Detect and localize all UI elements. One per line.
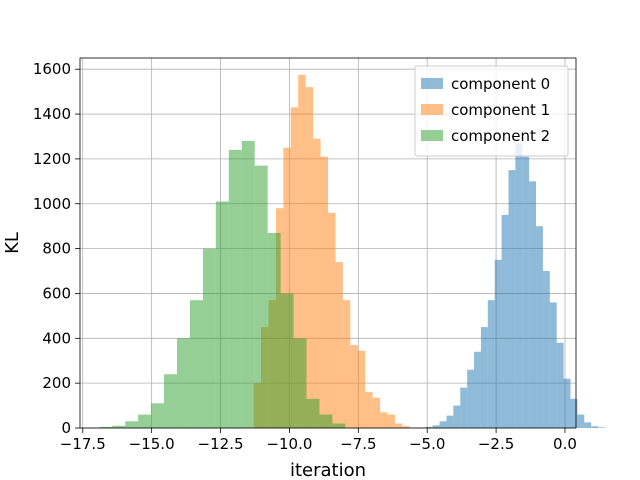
y-tick-label: 200 xyxy=(42,374,71,392)
histogram-bar xyxy=(549,302,557,428)
histogram-bar xyxy=(283,147,291,429)
histogram-bar xyxy=(480,327,488,428)
histogram-bar xyxy=(215,201,229,428)
histogram-bar xyxy=(515,143,523,428)
histogram-bar xyxy=(267,232,281,428)
histogram-bar xyxy=(467,369,475,428)
x-tick-label: −10.0 xyxy=(266,435,312,453)
histogram-bar xyxy=(425,426,433,428)
histogram-bar xyxy=(387,414,395,428)
histogram-bar xyxy=(474,351,481,428)
histogram-bar xyxy=(577,414,585,428)
plot-frame xyxy=(79,57,577,429)
histogram-bar xyxy=(522,156,530,428)
histogram-bar xyxy=(460,387,468,428)
histogram-bars xyxy=(99,74,605,429)
histogram-bar xyxy=(313,138,321,428)
y-tick-label: 400 xyxy=(42,329,71,347)
histogram-bar xyxy=(453,405,461,428)
histogram-bar xyxy=(332,423,346,428)
histogram-bar xyxy=(328,212,336,428)
histogram-bar xyxy=(584,422,592,428)
legend: component 0 component 1 component 2 xyxy=(414,65,569,157)
histogram-bar xyxy=(394,423,403,428)
histogram-bar xyxy=(380,412,388,428)
y-tick-label: 1400 xyxy=(33,105,71,123)
legend-swatch xyxy=(421,130,443,141)
histogram-bar xyxy=(487,300,495,428)
y-tick-label: 600 xyxy=(42,284,71,302)
histogram-bar xyxy=(365,392,373,428)
histogram-bar xyxy=(254,165,268,429)
histogram-bar xyxy=(542,271,550,428)
histogram-bar xyxy=(306,398,320,428)
histogram-bar xyxy=(494,259,502,428)
histogram-bar xyxy=(305,87,314,428)
histogram-bar xyxy=(402,426,410,428)
y-tick-label: 0 xyxy=(61,419,71,437)
y-tick-label: 1000 xyxy=(33,195,71,213)
y-tick-label: 800 xyxy=(42,240,71,258)
legend-swatch xyxy=(421,78,443,89)
series-0-bars xyxy=(418,143,605,428)
histogram-bar xyxy=(598,427,605,428)
histogram-bar xyxy=(280,293,294,428)
histogram-bar xyxy=(290,107,299,428)
histogram-bar xyxy=(241,140,255,428)
legend-label: component 2 xyxy=(451,127,550,145)
histogram-bar xyxy=(563,378,571,428)
histogram-bar xyxy=(99,426,113,428)
x-tick-label: −5.0 xyxy=(409,435,445,453)
histogram-bar xyxy=(372,397,381,428)
legend-swatch xyxy=(421,104,443,115)
histogram-bar xyxy=(228,149,242,428)
y-tick-label: 1600 xyxy=(33,60,71,78)
y-axis-label: KL xyxy=(2,232,23,254)
legend-box xyxy=(414,65,569,157)
histogram-bar xyxy=(138,414,152,428)
histogram-bar xyxy=(508,170,516,428)
histogram-bar xyxy=(591,426,599,428)
histogram-bar xyxy=(202,248,216,428)
x-tick-label: −2.5 xyxy=(478,435,514,453)
histogram-bar xyxy=(357,350,366,428)
x-tick-label: −7.5 xyxy=(340,435,376,453)
histogram-bar xyxy=(298,74,306,429)
histogram-bar xyxy=(319,414,333,428)
x-tick-label: −15.0 xyxy=(129,435,175,453)
histogram-bar xyxy=(501,214,509,428)
x-axis-label: iteration xyxy=(290,460,366,480)
x-tick-label: −17.5 xyxy=(60,435,106,453)
legend-label: component 1 xyxy=(451,101,550,119)
histogram-bar xyxy=(164,374,177,428)
histogram-bar xyxy=(342,300,351,428)
histogram-bar xyxy=(176,338,190,428)
histogram-bar xyxy=(125,421,139,428)
x-tick-label: 0.0 xyxy=(553,435,577,453)
legend-label: component 0 xyxy=(451,75,550,93)
histogram-bar xyxy=(529,181,537,428)
histogram-bar xyxy=(189,300,203,428)
histogram-bar xyxy=(112,425,126,428)
y-tick-label: 1200 xyxy=(33,150,71,168)
histogram-bar xyxy=(293,338,307,428)
histogram-bar xyxy=(320,156,328,428)
x-tick-label: −12.5 xyxy=(198,435,244,453)
histogram-bar xyxy=(536,226,543,428)
axis-ticks: −17.5 −15.0 −12.5 −10.0 −7.5 −5.0 −2.5 0.0 0 200 4… xyxy=(33,60,577,453)
histogram-bar xyxy=(432,425,440,428)
histogram-bar xyxy=(439,421,447,428)
histogram-bar xyxy=(446,415,454,428)
histogram-bar xyxy=(556,342,564,428)
histogram-bar xyxy=(350,345,358,428)
histogram-bar xyxy=(335,262,343,428)
series-2-bars xyxy=(99,140,346,429)
histogram-bar xyxy=(570,398,578,428)
histogram-bar xyxy=(151,403,165,428)
